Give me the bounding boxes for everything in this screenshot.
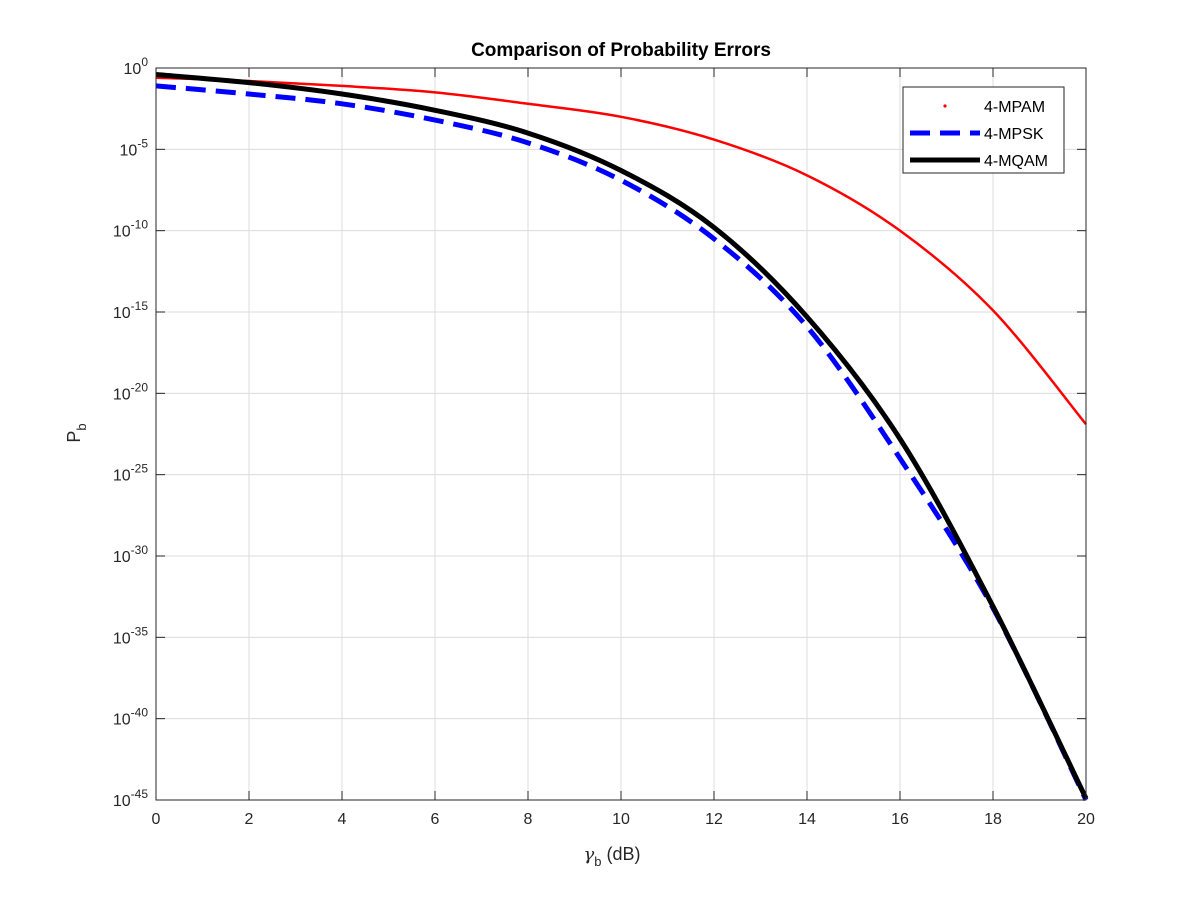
y-tick-base: 10 xyxy=(120,142,138,159)
x-tick-label: 12 xyxy=(705,811,723,828)
y-tick-exponent: -5 xyxy=(137,136,148,150)
y-axis-label-main: P xyxy=(64,431,84,443)
y-axis-label: Pb xyxy=(64,423,89,442)
y-tick-label: 10-10 xyxy=(113,218,148,241)
series-line-4-mpam xyxy=(155,76,1087,426)
y-tick-label: 10-25 xyxy=(113,462,148,485)
y-tick-exponent: -20 xyxy=(131,380,149,394)
y-tick-base: 10 xyxy=(113,630,131,647)
y-tick-base: 10 xyxy=(113,224,131,241)
y-tick-label: 10-40 xyxy=(113,706,148,729)
x-axis-label-suffix: (dB) xyxy=(601,844,640,864)
y-tick-label: 10-5 xyxy=(120,136,149,159)
x-axis-label-main: γ xyxy=(583,844,594,865)
y-tick-base: 10 xyxy=(113,468,131,485)
x-tick-label: 4 xyxy=(338,811,347,828)
y-tick-label: 10-35 xyxy=(113,624,148,647)
y-tick-exponent: -15 xyxy=(131,299,149,313)
y-tick-base: 10 xyxy=(113,793,131,810)
x-axis-label: γb (dB) xyxy=(583,844,640,869)
y-tick-exponent: -30 xyxy=(131,543,149,557)
x-tick-label: 10 xyxy=(612,811,630,828)
y-tick-base: 10 xyxy=(113,305,131,322)
legend-label: 4-MPSK xyxy=(984,126,1044,143)
y-tick-base: 10 xyxy=(113,712,131,729)
x-tick-label: 2 xyxy=(245,811,254,828)
x-tick-label: 16 xyxy=(891,811,909,828)
y-tick-exponent: -25 xyxy=(131,462,149,476)
x-axis-label-sub: b xyxy=(594,854,601,869)
y-tick-base: 10 xyxy=(113,549,131,566)
y-tick-label: 100 xyxy=(124,55,149,78)
legend-label: 4-MPAM xyxy=(984,99,1045,116)
y-axis-label-sub: b xyxy=(74,423,89,430)
y-tick-exponent: -40 xyxy=(131,706,149,720)
y-tick-exponent: -35 xyxy=(131,624,149,638)
series-line-4-mpsk xyxy=(155,83,1089,802)
y-tick-label: 10-15 xyxy=(113,299,148,322)
y-tick-exponent: 0 xyxy=(141,55,148,69)
x-tick-label: 6 xyxy=(431,811,440,828)
y-tick-label: 10-30 xyxy=(113,543,148,566)
legend-marker-4-mpam xyxy=(943,104,947,108)
x-tick-label: 18 xyxy=(984,811,1002,828)
series-line-4-mqam xyxy=(155,72,1089,800)
x-tick-label: 0 xyxy=(152,811,161,828)
y-tick-base: 10 xyxy=(124,61,142,78)
legend-label: 4-MQAM xyxy=(984,153,1048,170)
legend: 4-MPAM 4-MPSK 4-MQAM xyxy=(902,86,1065,174)
axis-ticks: 0 2 4 6 8 10 12 14 16 18 2010010-510-1010-1510-201… xyxy=(113,55,1095,828)
x-tick-label: 20 xyxy=(1077,811,1095,828)
y-tick-label: 10-20 xyxy=(113,380,148,403)
series-lines xyxy=(155,72,1089,802)
x-tick-label: 8 xyxy=(524,811,533,828)
y-tick-base: 10 xyxy=(113,386,131,403)
chart-title: Comparison of Probability Errors xyxy=(471,40,771,61)
y-tick-label: 10-45 xyxy=(113,787,148,810)
y-tick-exponent: -45 xyxy=(131,787,149,801)
y-tick-exponent: -10 xyxy=(131,218,149,232)
x-tick-label: 14 xyxy=(798,811,816,828)
